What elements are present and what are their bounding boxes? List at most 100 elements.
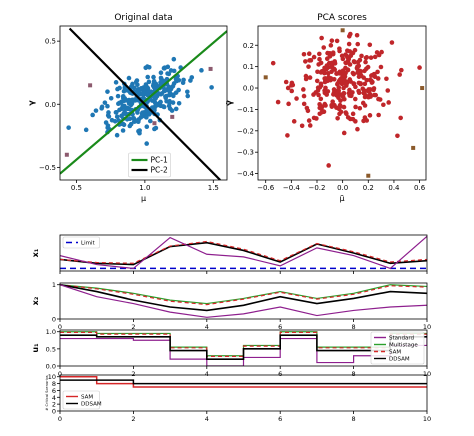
outlier-marker (263, 75, 268, 80)
scatter-point (362, 68, 367, 74)
chart-title: Original data (114, 13, 172, 23)
y-tick-label: 1 (52, 281, 56, 289)
y-axis-label: # Critical Scenarios (45, 375, 49, 410)
scatter-point (348, 31, 353, 37)
scatter-point (336, 85, 342, 90)
scatter-point (209, 85, 214, 90)
y-tick-label: 0.0 (46, 363, 56, 371)
scatter-point (353, 104, 358, 110)
scatter-point (306, 64, 311, 69)
scatter-point (352, 47, 358, 53)
chart-panel-3: x₁ Limit (31, 234, 428, 274)
scatter-point (146, 79, 152, 85)
x-tick-label: 0 (58, 370, 62, 378)
scatter-point (176, 100, 182, 106)
scatter-point (321, 109, 327, 115)
x-tick-label: 2 (131, 370, 135, 378)
scatter-point (102, 100, 108, 105)
scatter-point (105, 89, 110, 94)
y-axis-label: γ (27, 100, 36, 106)
scatter-point (389, 40, 395, 45)
scatter-point (120, 128, 126, 133)
scatter-point (105, 123, 111, 128)
scatter-point (346, 41, 352, 47)
scatter-point (108, 95, 114, 101)
y-axis-label: γ̃ (224, 100, 234, 106)
scatter-point (378, 64, 384, 70)
y-tick-label: 8 (52, 380, 56, 388)
scatter-point (384, 76, 389, 82)
scatter-point (337, 111, 342, 117)
x-tick-label: 0.0 (337, 184, 348, 192)
x-tick-label: −0.6 (257, 184, 275, 192)
scatter-point (327, 54, 333, 59)
scatter-point (356, 74, 362, 80)
scatter-point (122, 109, 127, 115)
scatter-point (331, 87, 337, 92)
scatter-point (355, 41, 361, 47)
scatter-point (345, 115, 351, 120)
principal-axis-line (68, 27, 221, 180)
scatter-point (355, 64, 360, 69)
x-tick-label: 1.0 (139, 184, 150, 192)
x-tick-label: 10 (423, 323, 431, 331)
chart-panel-1: 0.5 1.0 1.5 −0.5 0.0 0.5 Original data μ γ PC-1PC… (27, 13, 228, 203)
scatter-point (386, 100, 391, 105)
outlier-marker (64, 152, 69, 157)
scatter-point (381, 102, 386, 108)
scatter-point (368, 78, 374, 83)
scatter-point (171, 68, 177, 74)
scatter-point (350, 70, 356, 76)
scatter-point (126, 97, 132, 103)
scatter-point (299, 123, 305, 129)
legend-label: DDSAM (81, 401, 102, 407)
scatter-point (367, 42, 373, 48)
y-tick-label: 2 (52, 401, 56, 409)
scatter-point (341, 130, 347, 136)
x-tick-label: −0.2 (308, 184, 325, 192)
scatter-point (385, 88, 391, 93)
x-tick-label: 2 (131, 415, 135, 423)
scatter-point (317, 105, 323, 111)
x-tick-label: 0.2 (363, 184, 374, 192)
chart-panel-2: −0.6 −0.4 −0.2 0.0 0.2 0.4 0.6−0.4−0.3−0.2−0.1… (224, 13, 427, 203)
legend-label: Multistage (389, 342, 418, 348)
scatter-point (121, 88, 127, 94)
chart-panel-5: 0 2 4 6 8 10 0.0 0.5 1.0 u₁ StandardMultistageSAMD… (31, 328, 431, 378)
scatter-point (307, 58, 312, 63)
scatter-point (147, 118, 153, 124)
scatter-point (303, 73, 309, 79)
scatter-point (399, 67, 404, 73)
scatter-point (359, 53, 364, 59)
scatter-point (356, 88, 361, 94)
x-tick-label: 6 (278, 415, 282, 423)
scatter-point (163, 87, 168, 92)
scatter-point (342, 70, 348, 76)
scatter-point (180, 80, 186, 85)
scatter-point (344, 53, 349, 59)
scatter-point (117, 100, 123, 106)
scatter-point (139, 111, 145, 117)
scatter-point (326, 163, 331, 168)
scatter-point (136, 117, 142, 122)
scatter-point (347, 62, 353, 67)
y-tick-label: 0 (52, 316, 56, 324)
outlier-marker (411, 145, 416, 150)
scatter-point (373, 92, 378, 98)
axes-frame (59, 282, 428, 320)
scatter-point (317, 56, 322, 62)
scatter-point (314, 78, 320, 84)
scatter-point (159, 77, 164, 83)
y-tick-label: −0.2 (237, 127, 254, 135)
y-tick-label: 0 (52, 408, 56, 416)
scatter-point (352, 59, 357, 65)
scatter-point (99, 104, 105, 110)
scatter-point (355, 126, 360, 132)
scatter-point (173, 106, 179, 112)
scatter-point (125, 106, 131, 112)
x-tick-label: 4 (205, 415, 209, 423)
scatter-point (144, 91, 150, 97)
scatter-point (275, 99, 281, 105)
